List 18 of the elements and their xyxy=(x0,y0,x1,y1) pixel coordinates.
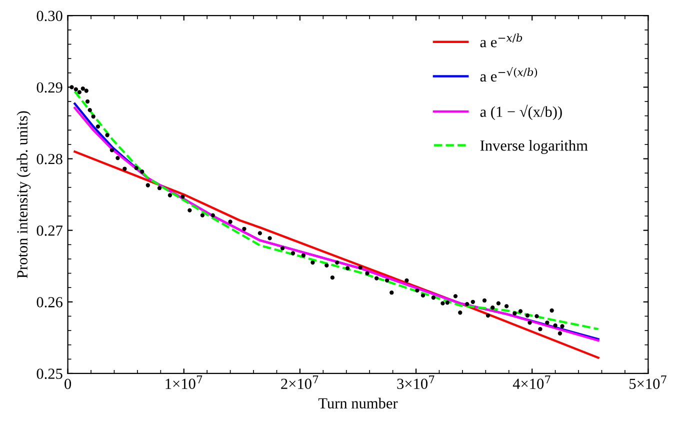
y-tick-label: 0.26 xyxy=(36,297,62,308)
x-tick-label: 3×10$^{7}$ xyxy=(397,375,434,389)
legend-label: a e$^{−√(x/b)}$ xyxy=(480,67,538,82)
x-tick-label: 4×10$^{7}$ xyxy=(512,375,550,389)
x-tick-label: 5×10$^{7}$ xyxy=(630,375,666,389)
x-axis-title: Turn number xyxy=(318,398,398,408)
x-tick-label: 2×10$^{7}$ xyxy=(281,375,318,389)
legend-label: Inverse logarithm xyxy=(480,140,588,154)
legend-label: a (1 − √(x/b)) xyxy=(480,104,562,120)
y-tick-label: 0.30 xyxy=(36,10,62,22)
x-tick-label: 0 xyxy=(64,378,72,390)
y-tick-label: 0.25 xyxy=(36,368,62,379)
y-tick-label: 0.27 xyxy=(36,225,62,236)
y-tick-label: 0.28 xyxy=(36,154,62,164)
x-tick-label: 1×10$^{7}$ xyxy=(166,375,202,389)
legend-label: a e$^{−x/b}$ xyxy=(480,33,522,48)
y-axis-title: Proton intensity (arb. units) xyxy=(16,111,31,278)
y-tick-label: 0.29 xyxy=(36,82,62,93)
